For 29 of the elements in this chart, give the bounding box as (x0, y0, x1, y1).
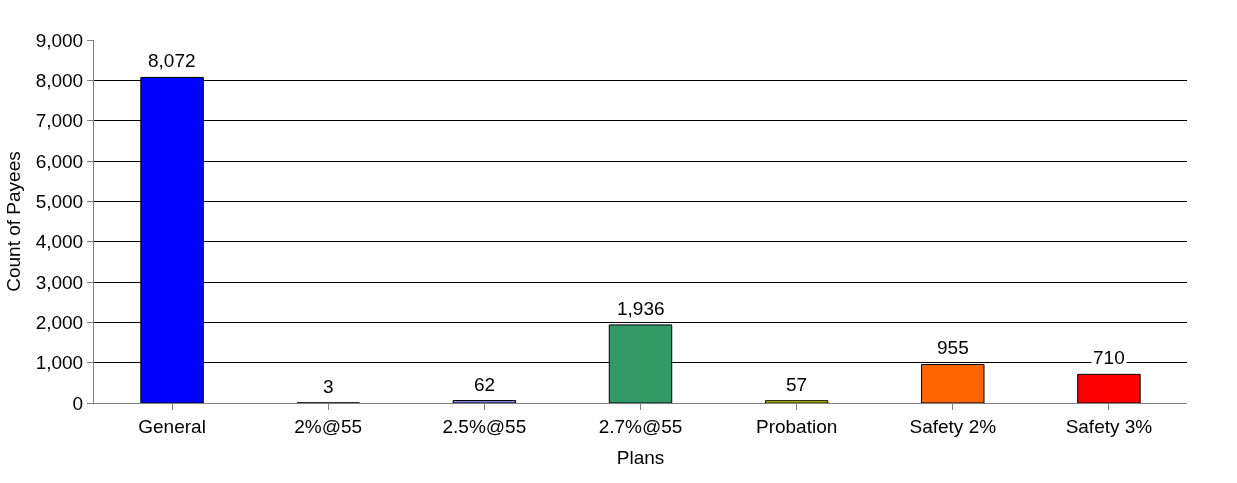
y-tick-label: 0 (72, 392, 84, 414)
x-tick-label: Safety 3% (1065, 415, 1153, 437)
x-axis-title: Plans (616, 446, 665, 468)
data-label: 57 (786, 374, 808, 395)
x-tick-label: 2.7%@55 (598, 415, 683, 437)
data-label: 1,936 (617, 298, 665, 319)
bar (1077, 373, 1141, 403)
y-tick-label: 4,000 (35, 231, 84, 253)
data-label: 710 (1093, 347, 1125, 368)
data-label: 8,072 (148, 50, 196, 71)
y-tick-label: 9,000 (35, 29, 84, 51)
data-label: 3 (323, 376, 334, 397)
x-tick-label: 2.5%@55 (442, 415, 527, 437)
y-axis-title: Count of Payees (2, 151, 24, 292)
x-tick-label: Probation (755, 415, 838, 437)
x-tick-label: General (138, 415, 206, 437)
x-tick-label: 2%@55 (294, 415, 363, 437)
y-tick-label: 2,000 (35, 311, 84, 333)
data-label: 62 (474, 374, 496, 395)
y-tick-label: 3,000 (35, 271, 84, 293)
y-tick-label: 1,000 (35, 352, 84, 374)
data-label: 955 (937, 337, 969, 358)
y-tick-label: 5,000 (35, 190, 84, 212)
y-tick-label: 7,000 (35, 110, 84, 132)
bar (452, 400, 517, 403)
y-tick-label: 8,000 (35, 69, 84, 91)
bar (764, 400, 829, 403)
y-tick-label: 6,000 (35, 150, 84, 172)
x-tick-label: Safety 2% (909, 415, 997, 437)
